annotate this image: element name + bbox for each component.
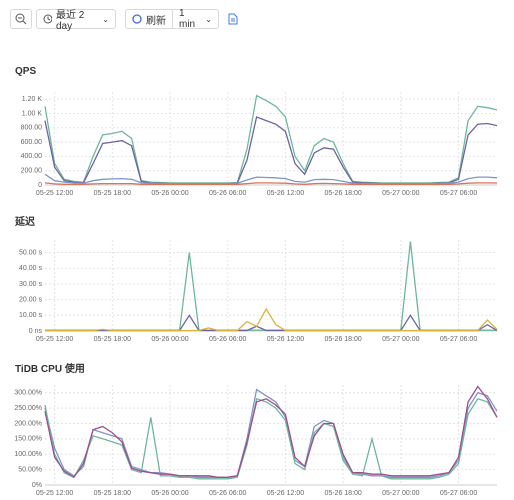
zoom-out-button[interactable] [10,9,32,29]
x-tick-label: 05-26 18:00 [324,336,361,343]
series-line [45,307,498,332]
refresh-icon [132,14,142,24]
x-tick-label: 05-26 12:00 [267,190,304,197]
x-tick-label: 05-26 00:00 [151,190,188,197]
y-tick-label: 20.00 s [19,296,42,303]
x-tick-label: 05-26 06:00 [209,190,246,197]
x-tick-label: 05-27 06:00 [440,190,477,197]
time-range-select[interactable]: 最近 2 day ⌄ [36,9,116,32]
x-tick-label: 05-27 06:00 [440,490,477,497]
interval-select[interactable]: 1 min ⌄ [172,8,219,30]
y-tick-label: 150.00% [14,436,42,443]
y-tick-label: 0 [38,182,42,189]
document-icon[interactable] [228,13,238,25]
x-tick-label: 05-25 12:00 [36,190,73,197]
y-tick-label: 200.00 [21,168,43,175]
x-tick-label: 05-26 18:00 [324,490,361,497]
x-tick-label: 05-25 18:00 [94,190,131,197]
y-tick-label: 50.00 s [19,249,42,256]
series-line [44,388,498,478]
chart-title: QPS [15,66,37,77]
x-tick-label: 05-25 12:00 [36,336,73,343]
clock-icon [43,14,52,24]
y-tick-label: 300.00% [14,390,42,397]
y-tick-label: 400.00 [21,153,43,160]
time-range-text: 最近 2 day [55,10,85,32]
y-tick-label: 40.00 s [19,265,42,272]
series-line [44,116,498,185]
y-tick-label: 0 ns [29,328,43,335]
x-tick-label: 05-26 06:00 [209,336,246,343]
y-tick-label: 200.00% [14,420,42,427]
y-tick-label: 250.00% [14,405,42,412]
series-line [44,397,498,480]
x-tick-label: 05-26 06:00 [209,490,246,497]
y-tick-label: 1.00 K [22,110,43,117]
series-line [45,314,498,332]
x-tick-label: 05-26 12:00 [267,336,304,343]
interval-text: 1 min [179,8,196,30]
y-tick-label: 1.20 K [22,96,43,103]
y-tick-label: 100.00% [14,451,42,458]
x-tick-label: 05-27 06:00 [440,336,477,343]
refresh-button[interactable]: 刷新 [125,9,173,29]
y-tick-label: 30.00 s [19,281,42,288]
chart-title: 延迟 [15,217,35,228]
x-tick-label: 05-25 18:00 [94,490,131,497]
zoom-icon [15,13,27,25]
x-tick-label: 05-25 18:00 [94,336,131,343]
x-tick-label: 05-26 18:00 [324,190,361,197]
y-tick-label: 10.00 s [19,312,42,319]
x-tick-label: 05-25 12:00 [36,490,73,497]
x-tick-label: 05-26 00:00 [151,490,188,497]
y-tick-label: 800.00 [21,125,43,132]
series-line [44,182,498,185]
refresh-text: 刷新 [146,15,166,27]
series-line [44,94,498,184]
series-line [44,173,498,185]
y-tick-label: 0% [32,482,42,489]
x-tick-label: 05-27 00:00 [382,490,419,497]
x-tick-label: 05-26 00:00 [151,336,188,343]
series-line [45,241,497,331]
x-tick-label: 05-26 12:00 [267,490,304,497]
x-tick-label: 05-27 00:00 [382,336,419,343]
chart-title: TiDB CPU 使用 [15,364,85,375]
x-tick-label: 05-27 00:00 [382,190,419,197]
y-tick-label: 600.00 [21,139,43,146]
series-line [44,385,498,479]
dropdown-arrow: ⌄ [102,14,109,24]
y-tick-label: 50.00% [18,466,42,473]
dropdown-arrow: ⌄ [205,14,212,24]
